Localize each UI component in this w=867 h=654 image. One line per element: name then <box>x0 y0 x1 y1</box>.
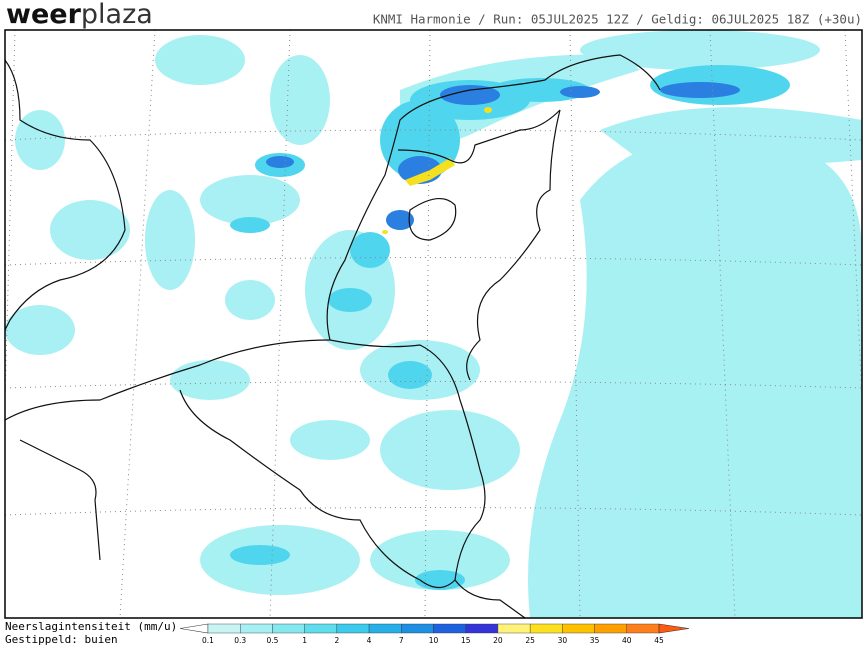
borders <box>4 54 661 619</box>
run-info: KNMI Harmonie / Run: 05JUL2025 12Z / Gel… <box>373 12 862 27</box>
colorbar-tick-label: 45 <box>654 636 664 645</box>
map <box>4 29 863 619</box>
colorbar-tick-label: 4 <box>367 636 372 645</box>
colorbar-tick-label: 0.1 <box>202 636 214 645</box>
colorbar-arrow-high <box>658 623 690 634</box>
colorbar-tick-label: 25 <box>525 636 535 645</box>
colorbar-segment <box>240 623 273 634</box>
logo-plaza: plaza <box>81 0 153 30</box>
colorbar-segment <box>304 623 338 634</box>
colorbar-segment <box>465 623 499 634</box>
colorbar-tick-label: 40 <box>622 636 632 645</box>
legend-note: Gestippeld: buien <box>5 633 118 646</box>
logo: weerplaza <box>6 0 153 30</box>
colorbar-segment <box>433 623 466 634</box>
legend: Neerslagintensiteit (mm/u) Gestippeld: b… <box>5 620 690 646</box>
colorbar-tick-label: 2 <box>334 636 339 645</box>
colorbar-segment <box>401 623 434 634</box>
colorbar-tick-label: 1 <box>302 636 307 645</box>
colorbar-segment <box>529 623 563 634</box>
colorbar-segment <box>368 623 402 634</box>
map-frame <box>4 29 863 619</box>
colorbar: 0.1 0.3 0.5 1 2 4 7 10 15 20 25 30 35 40 45 <box>179 623 690 645</box>
colorbar-segment <box>562 623 595 634</box>
logo-weer: weer <box>6 0 82 30</box>
colorbar-tick-label: 0.3 <box>234 636 246 645</box>
colorbar-arrow-low <box>179 623 209 634</box>
colorbar-segment <box>497 623 531 634</box>
colorbar-tick-label: 0.5 <box>266 636 278 645</box>
colorbar-tick-label: 10 <box>429 636 439 645</box>
colorbar-segment <box>207 623 241 634</box>
colorbar-tick-label: 20 <box>493 636 503 645</box>
graticule <box>4 29 863 619</box>
colorbar-tick-label: 35 <box>590 636 600 645</box>
colorbar-tick-label: 15 <box>461 636 471 645</box>
legend-title: Neerslagintensiteit (mm/u) <box>5 620 177 633</box>
colorbar-tick-label: 30 <box>558 636 568 645</box>
colorbar-segment <box>336 623 370 634</box>
colorbar-tick-label: 7 <box>399 636 404 645</box>
colorbar-segment <box>594 623 627 634</box>
colorbar-segment <box>626 623 660 634</box>
precipitation-field <box>5 30 862 618</box>
colorbar-segment <box>272 623 305 634</box>
